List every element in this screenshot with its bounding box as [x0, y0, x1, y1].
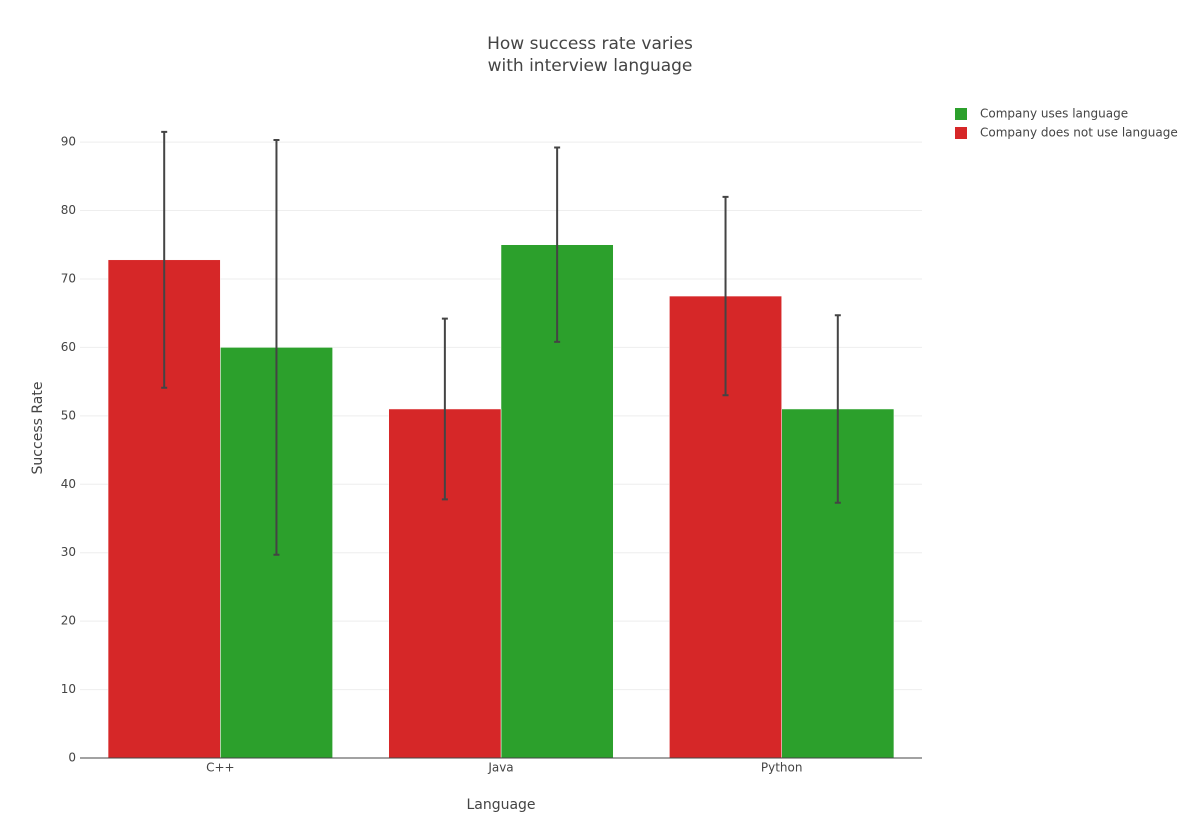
- legend-label: Company does not use language: [980, 126, 1178, 140]
- y-tick-label: 40: [61, 477, 76, 491]
- y-tick-label: 70: [61, 271, 76, 285]
- y-tick-label: 30: [61, 545, 76, 559]
- error-bar: [722, 195, 729, 397]
- x-tick-label: Java: [487, 761, 513, 775]
- y-tick-label: 20: [61, 614, 76, 628]
- legend-swatch: [955, 127, 967, 139]
- error-bar: [441, 317, 448, 501]
- error-bar: [554, 146, 561, 343]
- y-tick-label: 80: [61, 203, 76, 217]
- legend-swatch: [955, 108, 967, 120]
- y-tick-label: 10: [61, 682, 76, 696]
- y-tick-label: 0: [68, 751, 76, 765]
- chart-title: How success rate varies: [487, 34, 693, 54]
- y-tick-label: 50: [61, 408, 76, 422]
- y-axis-title: Success Rate: [30, 382, 46, 475]
- error-bar: [834, 314, 841, 504]
- chart-title: with interview language: [488, 56, 693, 76]
- x-axis-title: Language: [466, 797, 535, 813]
- legend-label: Company uses language: [980, 107, 1128, 121]
- x-tick-label: C++: [206, 761, 235, 775]
- x-tick-label: Python: [761, 761, 803, 775]
- y-tick-label: 60: [61, 340, 76, 354]
- error-bar: [161, 130, 168, 389]
- y-tick-label: 90: [61, 135, 76, 149]
- error-bar: [273, 139, 280, 556]
